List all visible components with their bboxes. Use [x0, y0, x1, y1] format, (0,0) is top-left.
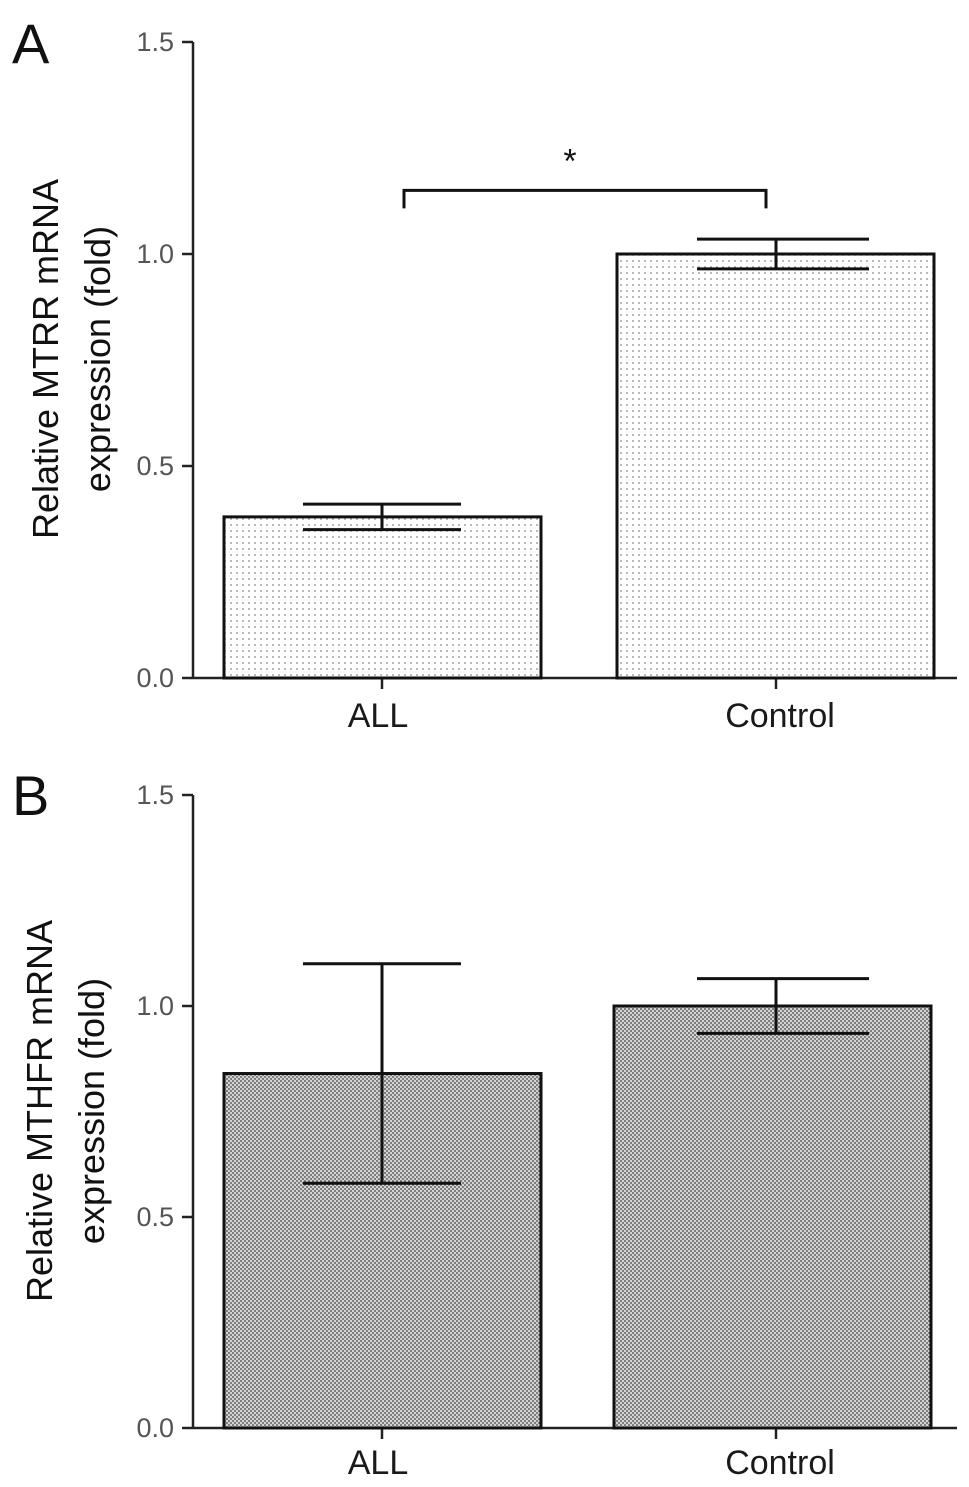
y-axis-label-line-1: Relative MTRR mRNA	[25, 179, 66, 539]
panel-label-b: B	[12, 764, 49, 827]
x-tick-label-all: ALL	[348, 1444, 409, 1482]
chart-panel-a: A Relative MTRR mRNA expression (fold) 0…	[12, 12, 957, 735]
panel-label-a: A	[12, 12, 50, 75]
y-axis: 0.0 0.5 1.0 1.5	[136, 27, 195, 693]
x-axis: ALL Control	[193, 676, 957, 735]
significance-marker: *	[563, 142, 576, 180]
bar-control	[615, 237, 936, 680]
y-tick-label: 1.5	[136, 780, 174, 810]
x-tick-label-all: ALL	[348, 697, 409, 735]
x-tick-label-control: Control	[725, 1444, 835, 1482]
y-axis-label-line-2: expression (fold)	[71, 978, 112, 1244]
y-tick-label: 0.0	[136, 663, 174, 693]
bar-all	[222, 962, 543, 1430]
bar-rect	[615, 252, 936, 680]
y-tick-label: 0.0	[136, 1413, 174, 1443]
y-tick-label: 1.5	[136, 27, 174, 57]
chart-panel-b: B Relative MTHFR mRNA expression (fold) …	[12, 764, 957, 1482]
y-tick-label: 1.0	[136, 991, 174, 1021]
x-axis: ALL Control	[193, 1426, 957, 1482]
significance-bracket: *	[402, 142, 768, 209]
bar-control	[612, 977, 933, 1430]
bar-all	[222, 502, 543, 680]
x-tick-label-control: Control	[725, 697, 835, 735]
y-axis-label-line-2: expression (fold)	[77, 226, 118, 492]
bar-rect	[222, 515, 543, 680]
bar-rect	[612, 1004, 933, 1430]
y-tick-label: 0.5	[136, 451, 174, 481]
y-tick-label: 1.0	[136, 239, 174, 269]
y-axis: 0.0 0.5 1.0 1.5	[136, 780, 195, 1443]
y-tick-label: 0.5	[136, 1202, 174, 1232]
y-axis-label-line-1: Relative MTHFR mRNA	[19, 920, 60, 1302]
significance-bracket-line	[402, 188, 768, 209]
